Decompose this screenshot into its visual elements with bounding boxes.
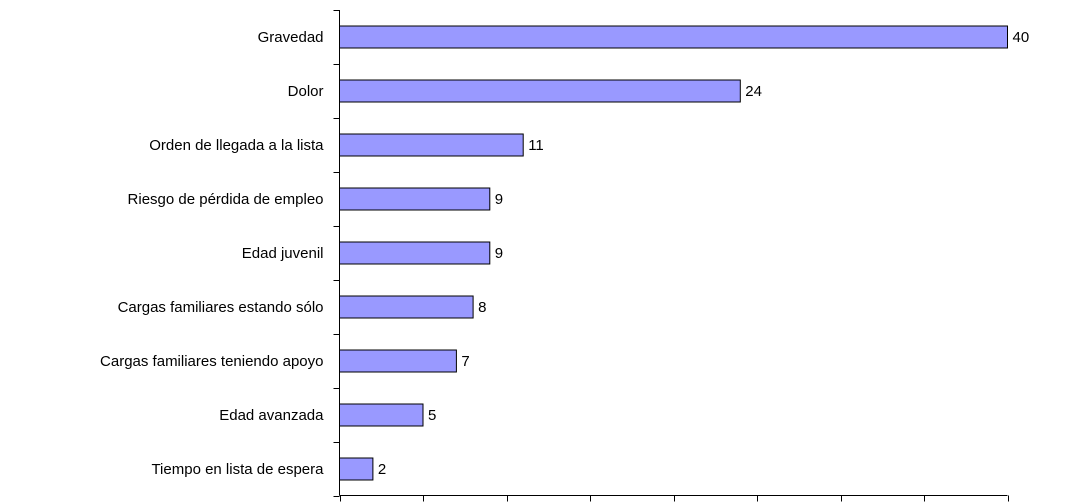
value-label: 8 [478, 299, 486, 316]
bar [339, 79, 741, 103]
bar [339, 457, 374, 481]
value-label: 40 [1013, 29, 1030, 46]
bar [339, 187, 491, 211]
value-label: 9 [495, 245, 503, 262]
y-tick-label: Dolor [288, 83, 324, 100]
bar [339, 295, 474, 319]
y-tick-label: Cargas familiares teniendo apoyo [100, 353, 323, 370]
value-label: 24 [745, 83, 762, 100]
y-tick-label: Tiempo en lista de espera [151, 461, 324, 478]
bar [339, 25, 1008, 49]
value-label: 5 [428, 407, 436, 424]
y-tick-label: Edad juvenil [242, 245, 324, 262]
y-tick-label: Cargas familiares estando sólo [118, 299, 324, 316]
bar [339, 133, 524, 157]
value-label: 7 [461, 353, 469, 370]
bar [339, 403, 424, 427]
y-tick-label: Edad avanzada [219, 407, 324, 424]
bar [339, 241, 491, 265]
y-tick-label: Riesgo de pérdida de empleo [128, 191, 324, 208]
value-label: 2 [378, 461, 386, 478]
value-label: 11 [528, 137, 544, 154]
value-label: 9 [495, 191, 503, 208]
bar [339, 349, 457, 373]
y-tick-label: Gravedad [258, 29, 324, 46]
y-tick-label: Orden de llegada a la lista [149, 137, 324, 154]
